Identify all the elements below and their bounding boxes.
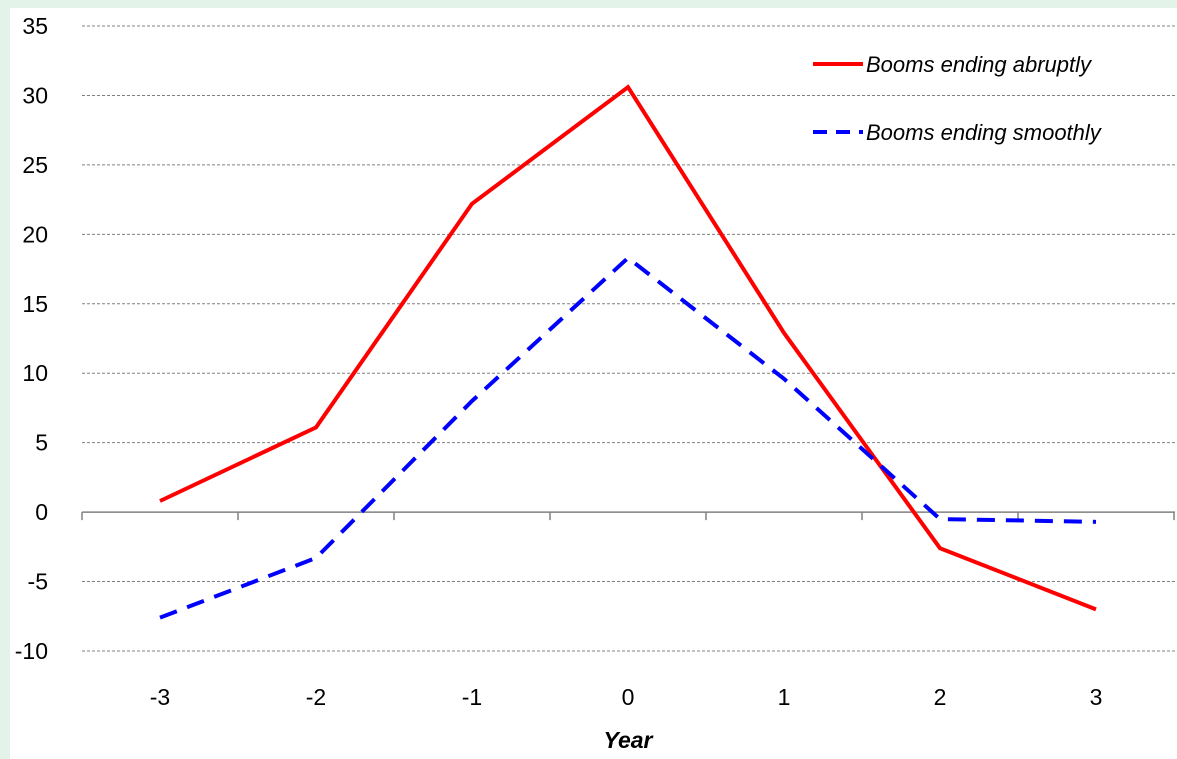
legend-label: Booms ending abruptly — [866, 52, 1093, 77]
y-tick-label: 20 — [22, 221, 48, 247]
series-lines — [159, 84, 1097, 620]
chart-panel — [10, 8, 1177, 759]
x-tick-label: -1 — [462, 684, 482, 710]
x-tick-label: 2 — [934, 684, 947, 710]
gridlines — [82, 25, 1175, 652]
x-tick-label: -2 — [306, 684, 326, 710]
y-tick-label: 35 — [22, 13, 48, 39]
legend: Booms ending abruptly Booms ending smooth… — [813, 52, 1103, 145]
y-tick-label: -5 — [28, 569, 48, 595]
y-tick-labels: 35 30 25 20 15 10 5 0 -5 -10 — [15, 13, 48, 664]
y-tick-label: 30 — [22, 82, 48, 108]
x-tick-label: 1 — [778, 684, 791, 710]
x-tick-label: -3 — [150, 684, 170, 710]
x-axis-title: Year — [603, 727, 653, 753]
x-tick-label: 0 — [622, 684, 635, 710]
x-tick-labels: -3 -2 -1 0 1 2 3 — [150, 684, 1103, 710]
y-tick-label: 15 — [22, 291, 48, 317]
y-tick-label: -10 — [15, 638, 48, 664]
x-tick-label: 3 — [1090, 684, 1103, 710]
x-axis — [81, 511, 1175, 521]
y-tick-label: 0 — [35, 499, 48, 525]
legend-label: Booms ending smoothly — [866, 120, 1103, 145]
series-line-smoothly — [159, 255, 1097, 620]
y-tick-label: 5 — [35, 430, 48, 456]
y-tick-label: 25 — [22, 152, 48, 178]
series-line-abruptly — [159, 84, 1097, 612]
y-tick-label: 10 — [22, 360, 48, 386]
